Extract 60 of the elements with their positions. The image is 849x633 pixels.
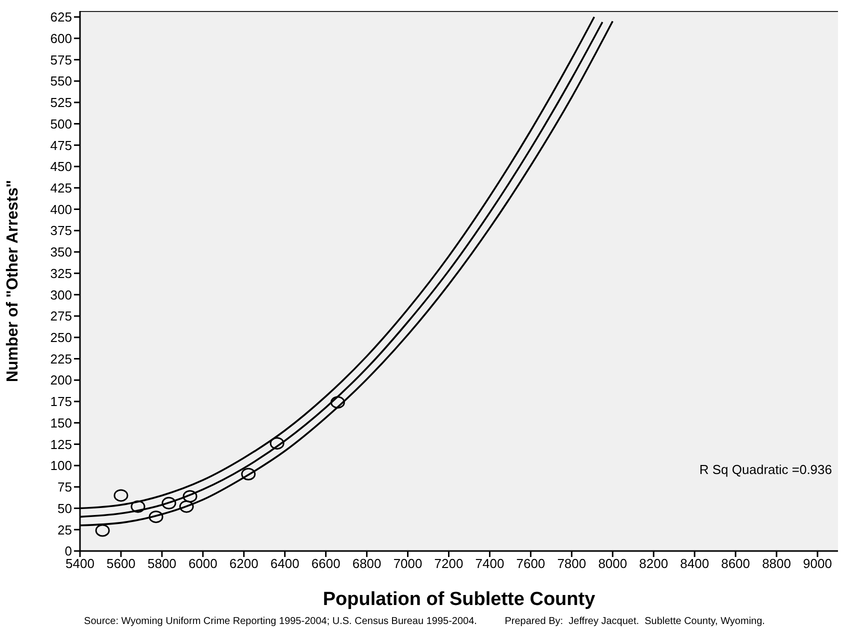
y-tick-label: 150 [50, 415, 72, 430]
point [241, 468, 256, 480]
x-tick-label: 9000 [803, 556, 832, 572]
point [148, 510, 164, 524]
y-tick-label: 0 [64, 544, 72, 559]
y-tick-label: 575 [50, 52, 72, 68]
x-tick-label: 6600 [311, 556, 340, 572]
source-note: Source: Wyoming Uniform Crime Reporting 1995-2004; U.S. Census Bureau 1995-2004. [84, 616, 477, 627]
x-tick-label: 6400 [270, 556, 300, 572]
x-tick-label: 8600 [721, 556, 750, 572]
y-tick-label: 450 [50, 159, 72, 174]
point [114, 489, 128, 502]
y-axis-title: Number of "Other Arrests" [4, 180, 22, 382]
y-tick-label: 100 [50, 458, 72, 474]
y-tick-label: 275 [50, 308, 72, 324]
x-tick-label: 5600 [106, 556, 136, 572]
x-tick-label: 8200 [639, 556, 668, 572]
y-tick-label: 125 [50, 436, 72, 452]
x-tick-label: 5800 [147, 556, 176, 572]
y-tick-label: 50 [58, 500, 72, 516]
point [182, 490, 198, 503]
text: Prepared By: Jeffrey Jacquet. Sublette County, Wyoming. [504, 616, 765, 627]
y-tick-label: 300 [50, 287, 72, 302]
x-tick-label: 6800 [352, 556, 382, 572]
point [95, 524, 110, 537]
point [179, 500, 194, 513]
y-tick-label: 400 [50, 202, 72, 217]
y-tick-label: 250 [50, 330, 72, 346]
x-tick-label: 7000 [393, 556, 422, 572]
y-tick-label: 225 [50, 351, 72, 366]
y-tick-label: 600 [50, 30, 72, 46]
x-tick-label: 5400 [66, 556, 94, 572]
y-tick-label: 325 [50, 266, 72, 281]
y-tick-label: 550 [50, 74, 72, 89]
y-tick-label: 350 [50, 244, 72, 260]
y-tick-label: 175 [50, 394, 72, 410]
x-tick-label: 6000 [188, 556, 218, 572]
point [162, 496, 176, 510]
point [130, 500, 146, 513]
y-tick-label: 200 [50, 372, 72, 388]
y-tick-label: 500 [50, 116, 72, 132]
annotation: R Sq Quadratic =0.936 [699, 462, 832, 477]
y-tick-label: 525 [50, 95, 72, 110]
point [330, 396, 345, 409]
y-tick-label: 25 [58, 522, 72, 538]
y-tick-label: 475 [50, 138, 72, 153]
y-tick-label: 75 [58, 480, 72, 495]
x-tick-label: 7400 [475, 556, 504, 572]
x-tick-label: 7200 [434, 556, 464, 572]
x-tick-label: 8400 [680, 556, 710, 572]
x-tick-label: 6200 [229, 556, 258, 572]
x-tick-label: 8000 [598, 556, 628, 572]
x-tick-label: 7800 [557, 556, 586, 572]
x-axis-title: Population of Sublette County [322, 589, 596, 611]
x-tick-label: 7600 [516, 556, 546, 572]
y-tick-label: 375 [50, 223, 72, 238]
point [270, 437, 284, 450]
x-tick-label: 8800 [762, 556, 791, 572]
y-tick-label: 625 [50, 10, 72, 25]
y-tick-label: 425 [50, 180, 72, 196]
